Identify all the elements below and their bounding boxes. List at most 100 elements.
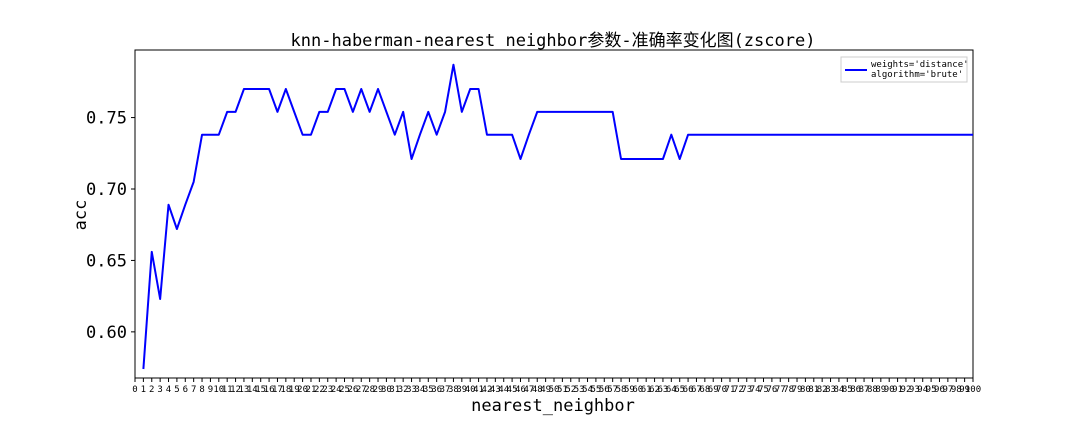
x-tick-label: 42 [482,385,493,395]
x-tick-label: 30 [381,385,392,395]
x-tick-label: 99 [959,385,970,395]
x-tick-label: 77 [775,385,786,395]
x-tick-label: 24 [331,385,342,395]
x-tick-label: 27 [356,385,367,395]
x-tick-label: 64 [666,385,677,395]
x-tick-label: 95 [926,385,937,395]
x-tick-label: 86 [850,385,861,395]
y-tick-label: 0.75 [86,109,127,129]
x-tick-label: 81 [808,385,819,395]
x-tick-label: 31 [389,385,400,395]
x-tick-label: 58 [616,385,627,395]
x-tick-label: 80 [800,385,811,395]
x-tick-label: 96 [934,385,945,395]
x-tick-label: 13 [239,385,250,395]
x-tick-label: 34 [414,385,425,395]
x-tick-label: 32 [398,385,409,395]
x-tick-label: 91 [892,385,903,395]
x-tick-label: 75 [758,385,769,395]
x-tick-label: 54 [582,385,593,395]
x-tick-label: 12 [230,385,241,395]
x-tick-label: 85 [842,385,853,395]
series-line [142,63,973,370]
x-tick-label: 49 [540,385,551,395]
y-tick-label: 0.65 [86,251,127,271]
y-tick-label: 0.60 [86,323,127,343]
legend: weights='distance' algorithm='brute' [840,56,969,83]
x-tick-label: 36 [431,385,442,395]
x-tick-label: 84 [833,385,844,395]
x-tick-label: 22 [314,385,325,395]
x-tick-label: 44 [498,385,509,395]
x-tick-label: 43 [490,385,501,395]
x-tick-label: 56 [599,385,610,395]
x-tick-label: 28 [364,385,375,395]
x-tick-label: 98 [951,385,962,395]
x-tick-label: 66 [683,385,694,395]
x-tick-label: 62 [649,385,660,395]
x-tick-label: 47 [523,385,534,395]
x-tick-label: 11 [222,385,233,395]
x-tick-label: 76 [766,385,777,395]
x-tick-label: 89 [875,385,886,395]
x-tick-label: 26 [347,385,358,395]
x-tick-label: 65 [674,385,685,395]
x-tick-label: 2 [149,385,154,395]
y-axis-label: acc [71,200,91,231]
chart-title: knn-haberman-nearest_neighbor参数-准确率变化图(z… [291,31,816,51]
x-tick-label: 14 [247,385,258,395]
x-tick-label: 100 [965,385,981,395]
legend-label-line-2: algorithm='brute' [871,70,963,80]
y-tick-label: 0.70 [86,180,127,200]
x-tick-label: 82 [817,385,828,395]
x-tick-label: 40 [465,385,476,395]
x-tick-label: 25 [339,385,350,395]
x-tick-label: 53 [574,385,585,395]
x-tick-label: 51 [557,385,568,395]
x-tick-label: 16 [264,385,275,395]
x-tick-label: 6 [183,385,188,395]
x-tick-label: 57 [607,385,618,395]
x-tick-label: 4 [166,385,171,395]
x-tick-label: 20 [297,385,308,395]
x-tick-label: 5 [174,385,179,395]
x-tick-label: 7 [191,385,196,395]
x-tick-label: 23 [322,385,333,395]
x-tick-label: 35 [423,385,434,395]
x-tick-label: 70 [716,385,727,395]
x-tick-label: 72 [733,385,744,395]
x-tick-label: 21 [306,385,317,395]
x-tick-label: 9 [208,385,213,395]
x-tick-label: 83 [825,385,836,395]
x-tick-label: 94 [917,385,928,395]
x-tick-label: 60 [632,385,643,395]
x-tick-label: 46 [515,385,526,395]
x-tick-label: 52 [565,385,576,395]
x-tick-label: 15 [255,385,266,395]
x-axis-label: nearest_neighbor [471,396,635,416]
x-tick-label: 37 [440,385,451,395]
x-tick-label: 71 [725,385,736,395]
x-tick-label: 17 [272,385,283,395]
x-tick-label: 87 [859,385,870,395]
x-tick-label: 50 [549,385,560,395]
plot-frame [134,49,974,379]
x-tick-label: 33 [406,385,417,395]
x-tick-label: 90 [884,385,895,395]
x-tick-label: 18 [280,385,291,395]
x-tick-label: 3 [157,385,162,395]
x-tick-label: 92 [901,385,912,395]
x-tick-label: 79 [792,385,803,395]
x-tick-label: 59 [624,385,635,395]
x-tick-label: 48 [532,385,543,395]
x-tick-label: 78 [783,385,794,395]
x-tick-label: 63 [658,385,669,395]
x-tick-label: 1 [141,385,146,395]
x-tick-label: 38 [448,385,459,395]
x-tick-label: 67 [691,385,702,395]
legend-label-line-1: weights='distance' [871,60,969,70]
x-tick-label: 74 [750,385,761,395]
plot-area: 0.600.650.700.750 1 2 3 4 5 6 7 8 9 10111213141516… [86,49,981,395]
x-tick-label: 19 [289,385,300,395]
